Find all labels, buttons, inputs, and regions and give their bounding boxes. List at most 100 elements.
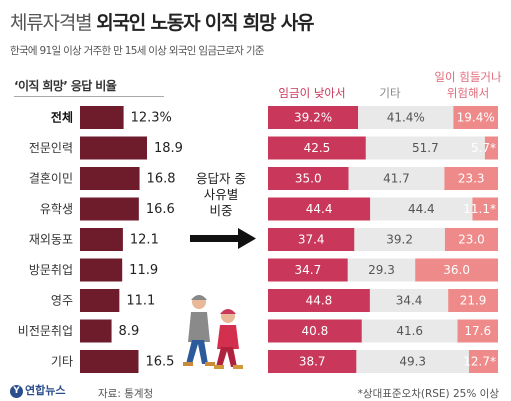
stacked-segment	[356, 350, 469, 373]
stacked-segment-label: 35.0	[295, 172, 322, 186]
stacked-segment-label: 41.6	[396, 324, 423, 338]
left-row-label: 기타	[51, 355, 73, 369]
stacked-segment	[268, 350, 357, 373]
left-bar	[80, 167, 140, 190]
stacked-segment-label: 21.9	[460, 294, 487, 308]
left-bar	[80, 197, 139, 221]
title-bold: 외국인 노동자 이직 희망 사유	[96, 12, 314, 34]
stacked-segment-label: 19.4%	[457, 111, 495, 125]
rse-footnote: *상대표준오차(RSE) 25% 이상	[357, 388, 499, 400]
stacked-segment	[365, 136, 485, 160]
left-bar-value: 11.1	[126, 294, 155, 309]
stacked-segment	[444, 228, 498, 251]
stacked-segment-label: 37.4	[298, 233, 325, 247]
left-chart-title: ‘이직 희망’ 응답 비율	[14, 79, 117, 93]
stacked-segment-label: 49.3	[399, 355, 426, 369]
red-worker-cap-icon	[220, 309, 236, 314]
stacked-segment	[268, 228, 355, 251]
stacked-segment	[347, 258, 416, 282]
legend-label: 일이 힘들거나	[434, 70, 502, 84]
left-row-label: 결혼이민	[29, 172, 73, 186]
left-bar	[80, 136, 147, 160]
stacked-segment	[468, 350, 498, 373]
logo-text: 연합뉴스	[25, 384, 66, 397]
stacked-segment	[369, 289, 449, 312]
legend-label: 위험해서	[447, 86, 489, 100]
left-row-label: 전체	[51, 110, 73, 125]
left-row-label: 재외동포	[29, 233, 73, 247]
left-row-label: 유학생	[40, 202, 73, 216]
stacked-segment-label: 11.1*	[463, 202, 496, 216]
stacked-segment	[268, 197, 371, 221]
stacked-segment	[472, 197, 498, 221]
left-bar-value: 16.5	[145, 355, 174, 370]
stacked-segment-label: 5.7*	[471, 141, 496, 155]
stacked-segment	[358, 106, 454, 129]
stacked-segment	[457, 319, 498, 343]
chart-subtitle: 한국에 91일 이상 거주한 만 15세 이상 외국인 임금근로자 기준	[10, 45, 264, 57]
walking-workers-illustration	[183, 295, 243, 369]
stacked-segment-label: 12.7*	[463, 355, 496, 369]
grey-worker-shoe-icon	[205, 362, 215, 366]
left-bar	[80, 350, 139, 373]
left-row-label: 영주	[51, 294, 73, 308]
stacked-segment	[370, 197, 473, 221]
stacked-segment-label: 39.2%	[294, 111, 332, 125]
stacked-segment-label: 36.0	[443, 263, 470, 277]
stacked-segment	[453, 106, 498, 129]
stacked-segment	[268, 136, 366, 160]
left-bar-value: 12.3%	[131, 111, 172, 126]
stacked-segment	[448, 289, 498, 312]
stacked-segment-label: 34.7	[295, 263, 322, 277]
stacked-segment-label: 38.7	[299, 355, 326, 369]
middle-annotation-line-3: 비중	[209, 203, 233, 218]
middle-annotation: 응답자 중 사유별 비중	[180, 171, 262, 219]
red-worker-legs-icon	[216, 347, 237, 367]
stacked-segment	[354, 228, 445, 251]
legend-label: 임금이 낮아서	[278, 86, 345, 100]
stacked-segment	[268, 289, 370, 312]
middle-annotation-line-2: 사유별	[203, 187, 239, 202]
red-worker-body-icon	[217, 325, 239, 349]
arrow-head-icon	[238, 228, 256, 249]
stacked-segment-label: 39.2	[386, 233, 413, 247]
stacked-segment	[415, 258, 498, 282]
stacked-segment-label: 41.4%	[387, 111, 425, 125]
title-light: 체류자격별	[10, 12, 93, 34]
stacked-segment	[268, 106, 359, 129]
left-bar-value: 12.1	[130, 233, 159, 248]
stacked-segment	[268, 319, 362, 343]
red-worker-shoe-icon	[214, 365, 224, 369]
logo-mark-icon: Y	[10, 384, 23, 398]
left-bar	[80, 319, 112, 343]
left-bar	[80, 289, 120, 312]
source-note: 자료: 통계청	[98, 388, 154, 400]
stacked-segment	[361, 319, 458, 343]
left-bar-value: 11.9	[129, 263, 158, 278]
left-row-label: 비전문취업	[18, 324, 73, 338]
arrow-shaft	[190, 235, 240, 242]
stacked-segment	[268, 258, 348, 282]
stacked-segment	[444, 167, 498, 190]
left-row-label: 방문취업	[29, 263, 73, 277]
stacked-segment-label: 34.4	[396, 294, 423, 308]
grey-worker-body-icon	[188, 312, 210, 342]
left-bar	[80, 106, 124, 129]
left-bar-value: 18.9	[154, 141, 183, 156]
stacked-segment-label: 44.4	[408, 202, 435, 216]
stacked-segment-label: 29.3	[368, 263, 395, 277]
stacked-segment-label: 44.8	[306, 294, 333, 308]
stacked-segment	[484, 136, 498, 160]
grey-worker-cap-icon	[191, 295, 207, 300]
left-bar-value: 16.8	[147, 172, 176, 187]
legend-label: 기타	[379, 86, 401, 100]
stacked-segment-label: 41.7	[383, 172, 410, 186]
left-title-underline	[14, 96, 164, 97]
yonhap-logo: Y 연합뉴스	[10, 382, 65, 398]
stacked-segment-label: 44.4	[306, 202, 333, 216]
stacked-segment-label: 40.8	[302, 324, 329, 338]
left-row-label: 전문인력	[29, 141, 73, 155]
stacked-segment-label: 23.0	[458, 233, 485, 247]
left-bar-value: 8.9	[119, 324, 140, 339]
